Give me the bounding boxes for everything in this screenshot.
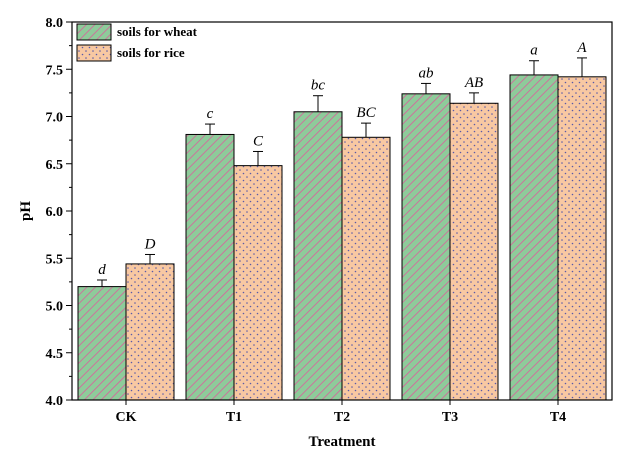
error-bar-rice-t2 xyxy=(361,122,371,138)
legend-swatch-wheat xyxy=(76,23,112,41)
y-tick-label: 7.0 xyxy=(46,111,64,126)
bar-rice-t1 xyxy=(233,165,283,401)
y-tick-label: 7.5 xyxy=(46,63,64,78)
sig-label-wheat-t3: ab xyxy=(419,65,435,81)
legend-label-wheat: soils for wheat xyxy=(117,24,198,39)
significance-labels-layer: d Dc Cbc BC ab AB a A xyxy=(98,40,587,278)
error-bar-wheat-t4 xyxy=(529,60,539,75)
sig-label-wheat-t4: a xyxy=(530,43,538,59)
y-axis-title: pH xyxy=(18,201,34,221)
y-tick-label: 4.5 xyxy=(46,347,64,362)
sig-label-rice-ck: D xyxy=(144,236,156,252)
bar-rice-ck xyxy=(125,263,175,401)
sig-label-wheat-ck: d xyxy=(98,262,106,278)
bars-layer xyxy=(77,74,607,401)
bar-rice-t4 xyxy=(557,76,607,401)
y-tick-label: 8.0 xyxy=(46,16,64,31)
error-bar-wheat-t1 xyxy=(205,123,215,135)
sig-label-wheat-t1: c xyxy=(207,106,214,122)
error-bar-rice-ck xyxy=(145,253,155,264)
y-tick-label: 5.0 xyxy=(46,300,64,315)
bar-wheat-t2 xyxy=(293,111,343,401)
y-tick-label: 6.0 xyxy=(46,205,64,220)
error-bar-rice-t3 xyxy=(469,92,479,104)
bar-wheat-t3 xyxy=(401,93,451,401)
error-bar-wheat-t2 xyxy=(313,95,323,112)
x-tick-label-t1: T1 xyxy=(226,410,242,425)
x-axis: CK T1 T2 T3 T4 xyxy=(116,400,566,425)
y-tick-label: 4.0 xyxy=(46,394,64,409)
bar-rice-t2 xyxy=(341,136,391,401)
error-bar-rice-t1 xyxy=(253,150,263,166)
error-bar-wheat-t3 xyxy=(421,82,431,94)
error-bar-rice-t4 xyxy=(577,57,587,77)
legend-label-rice: soils for rice xyxy=(117,45,185,60)
bar-wheat-t1 xyxy=(185,133,235,401)
sig-label-rice-t3: AB xyxy=(464,75,483,91)
x-axis-title: Treatment xyxy=(309,434,376,450)
sig-label-rice-t2: BC xyxy=(356,105,376,121)
y-axis: 4.0 4.5 5.0 5.5 6.0 6.5 7.0 7.5 8.0 xyxy=(46,16,72,409)
error-bars-layer xyxy=(97,57,587,287)
x-tick-label-t2: T2 xyxy=(334,410,350,425)
sig-label-rice-t1: C xyxy=(253,133,264,149)
x-tick-label-ck: CK xyxy=(116,410,137,425)
bar-wheat-ck xyxy=(77,286,127,401)
error-bar-wheat-ck xyxy=(97,279,107,287)
x-tick-label-t3: T3 xyxy=(442,410,458,425)
y-tick-label: 5.5 xyxy=(46,252,64,267)
sig-label-wheat-t2: bc xyxy=(311,78,326,94)
bar-wheat-t4 xyxy=(509,74,559,401)
legend-swatch-rice xyxy=(76,44,112,62)
legend: soils for wheat soils for rice xyxy=(76,23,198,62)
bar-rice-t3 xyxy=(449,102,499,401)
x-tick-label-t4: T4 xyxy=(550,410,566,425)
sig-label-rice-t4: A xyxy=(576,40,587,56)
y-tick-label: 6.5 xyxy=(46,158,64,173)
